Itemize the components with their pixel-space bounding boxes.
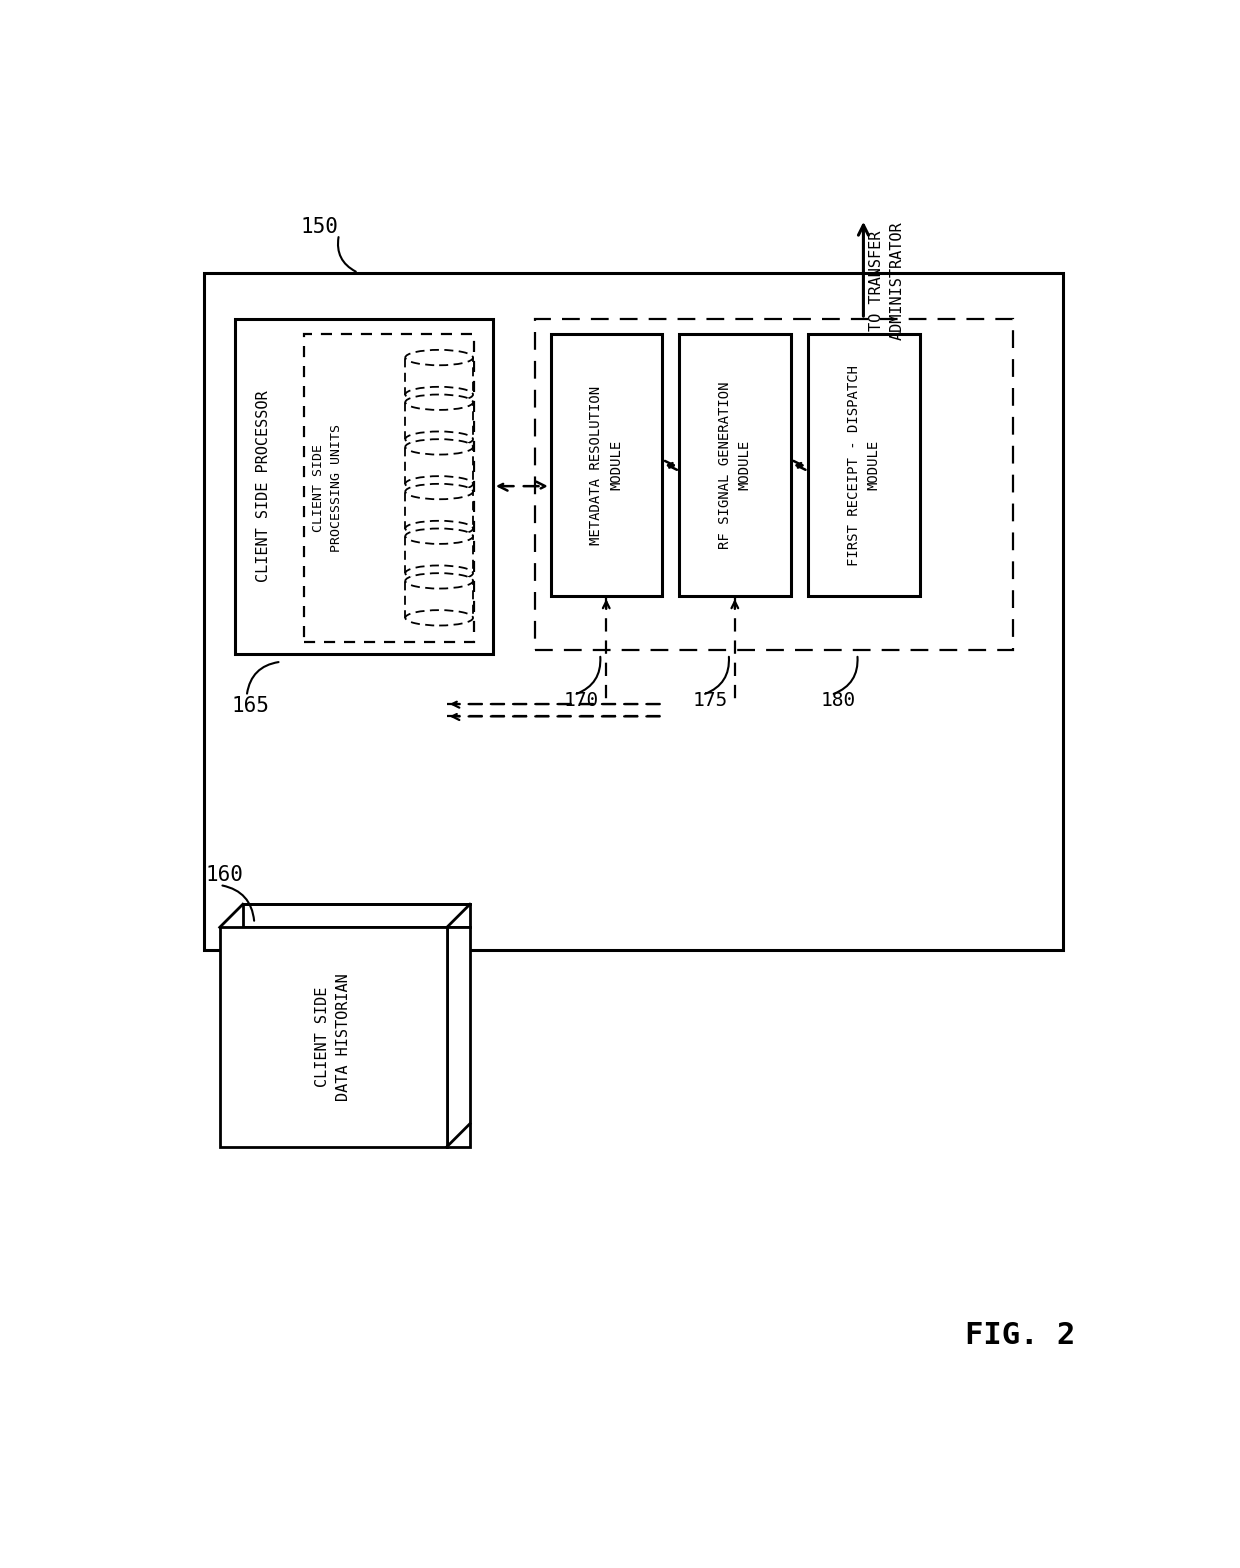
Bar <box>405 403 472 439</box>
Bar <box>446 927 470 1146</box>
Ellipse shape <box>405 566 472 580</box>
Bar <box>243 905 470 927</box>
Ellipse shape <box>405 521 472 536</box>
Bar <box>405 491 472 528</box>
Text: 165: 165 <box>231 696 269 717</box>
Text: METADATA RESOLUTION
MODULE: METADATA RESOLUTION MODULE <box>589 386 622 546</box>
Text: RF SIGNAL GENERATION
MODULE: RF SIGNAL GENERATION MODULE <box>718 381 751 549</box>
Ellipse shape <box>405 395 472 409</box>
Text: 180: 180 <box>821 691 857 710</box>
Ellipse shape <box>405 431 472 447</box>
Text: FIG. 2: FIG. 2 <box>966 1320 1075 1350</box>
Bar <box>219 927 446 1146</box>
Text: 175: 175 <box>692 691 728 710</box>
Ellipse shape <box>405 574 472 588</box>
Bar <box>405 447 472 485</box>
Bar <box>205 273 1063 950</box>
Bar <box>304 334 474 643</box>
Text: 150: 150 <box>301 216 339 237</box>
Ellipse shape <box>405 350 472 365</box>
Text: FIRST RECEIPT - DISPATCH
MODULE: FIRST RECEIPT - DISPATCH MODULE <box>847 365 880 566</box>
Text: CLIENT SIDE
DATA HISTORIAN: CLIENT SIDE DATA HISTORIAN <box>315 972 351 1101</box>
Text: CLIENT SIDE
PROCESSING UNITS: CLIENT SIDE PROCESSING UNITS <box>312 425 343 552</box>
Ellipse shape <box>405 477 472 491</box>
Bar <box>551 334 662 596</box>
Ellipse shape <box>405 528 472 544</box>
Ellipse shape <box>405 439 472 455</box>
Bar <box>405 536 472 574</box>
Text: CLIENT SIDE PROCESSOR: CLIENT SIDE PROCESSOR <box>257 390 272 582</box>
Text: TO TRANSFER
ADMINISTRATOR: TO TRANSFER ADMINISTRATOR <box>868 221 904 340</box>
Ellipse shape <box>405 387 472 403</box>
Bar <box>536 318 1013 651</box>
Ellipse shape <box>405 485 472 499</box>
Bar <box>236 318 494 654</box>
Bar <box>405 580 472 618</box>
Ellipse shape <box>405 610 472 626</box>
Bar <box>680 334 791 596</box>
Bar <box>808 334 920 596</box>
Text: 170: 170 <box>564 691 599 710</box>
Text: 160: 160 <box>206 866 244 884</box>
Bar <box>405 358 472 395</box>
